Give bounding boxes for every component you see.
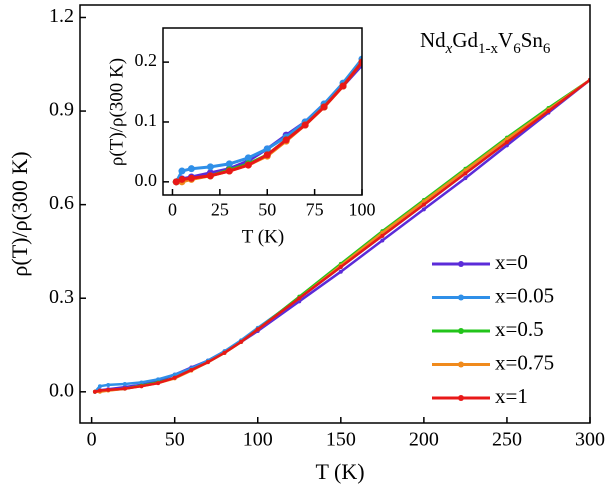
data-point: [463, 171, 467, 175]
x-axis-label: T (K): [315, 459, 364, 484]
inset-y-axis-label: ρ(T)/ρ(300 K): [106, 58, 127, 166]
x-tick-label: 50: [165, 429, 185, 451]
inset-plot: 0 25 50 75 100 0.0 0.1 0.2: [135, 0, 615, 219]
data-point: [206, 360, 210, 364]
data-point: [406, 0, 413, 3]
x-tick-label: 250: [492, 429, 522, 451]
data-point: [422, 207, 426, 211]
annotation: NdxGd1-xV6Sn6: [420, 28, 551, 58]
data-point: [422, 203, 426, 207]
y-tick-label: 1.2: [49, 5, 74, 27]
x-tick-label: 100: [349, 199, 376, 219]
x-tick-label: 50: [258, 199, 276, 219]
legend-label: x=0.05: [495, 283, 554, 307]
data-point: [106, 383, 110, 387]
legend-marker: [458, 295, 464, 301]
data-point: [297, 296, 301, 300]
data-point: [188, 165, 195, 172]
data-point: [106, 388, 110, 392]
data-point: [178, 168, 185, 175]
data-point: [505, 140, 509, 144]
y-tick-label: 0.2: [135, 50, 158, 70]
annotation-text: Nd: [420, 28, 446, 52]
legend-marker: [458, 395, 464, 401]
data-point: [98, 389, 102, 393]
x-tick-label: 0: [168, 199, 177, 219]
data-point: [380, 234, 384, 238]
x-tick-label: 75: [306, 199, 324, 219]
data-point: [380, 239, 384, 243]
data-point: [302, 121, 309, 128]
legend-marker: [458, 261, 464, 267]
data-point: [339, 265, 343, 269]
data-point: [339, 270, 343, 274]
annotation-text: V: [498, 28, 513, 52]
data-point: [245, 154, 252, 161]
data-point: [406, 5, 413, 12]
data-point: [223, 351, 227, 355]
data-point: [98, 384, 102, 388]
data-point: [188, 175, 195, 182]
x-tick-label: 25: [211, 199, 229, 219]
annotation-subscript: 1-x: [478, 41, 498, 57]
annotation-text: Gd: [452, 28, 478, 52]
x-tick-label: 100: [243, 429, 273, 451]
x-tick-label: 150: [326, 429, 356, 451]
legend-label: x=0.5: [495, 317, 544, 341]
y-tick-label: 0.0: [135, 170, 158, 190]
data-point: [207, 172, 214, 179]
data-point: [463, 176, 467, 180]
data-point: [123, 382, 127, 386]
y-tick-label: 0.0: [49, 379, 74, 401]
data-point: [226, 168, 233, 175]
x-tick-label: 0: [87, 429, 97, 451]
data-point: [189, 368, 193, 372]
legend-label: x=1: [495, 384, 528, 408]
annotation-subscript: 6: [543, 41, 551, 57]
y-axis-label: ρ(T)/ρ(300 K): [7, 151, 32, 276]
y-tick-label: 0.1: [135, 110, 158, 130]
data-point: [173, 376, 177, 380]
data-point: [93, 390, 97, 394]
legend-marker: [458, 362, 464, 368]
data-point: [546, 109, 550, 113]
data-point: [156, 381, 160, 385]
legend-label: x=0.75: [495, 350, 554, 374]
data-point: [207, 163, 214, 170]
data-point: [256, 327, 260, 331]
annotation-text: Sn: [521, 28, 544, 52]
x-tick-label: 300: [575, 429, 605, 451]
legend-label: x=0: [495, 250, 528, 274]
data-point: [139, 384, 143, 388]
data-point: [321, 104, 328, 111]
data-point: [123, 387, 127, 391]
y-tick-label: 0.6: [49, 192, 74, 214]
legend-marker: [458, 328, 464, 334]
y-tick-label: 0.3: [49, 286, 74, 308]
data-point: [239, 340, 243, 344]
inset-x-axis-label: T (K): [242, 226, 284, 247]
data-point: [340, 83, 347, 90]
y-tick-label: 0.9: [49, 99, 74, 121]
data-point: [264, 151, 271, 158]
x-tick-label: 200: [409, 429, 439, 451]
data-point: [283, 136, 290, 143]
legend: x=0 x=0.05 x=0.5 x=0.75 x=1: [432, 250, 554, 408]
data-point: [245, 162, 252, 169]
data-point: [178, 176, 185, 183]
data-point: [226, 160, 233, 167]
